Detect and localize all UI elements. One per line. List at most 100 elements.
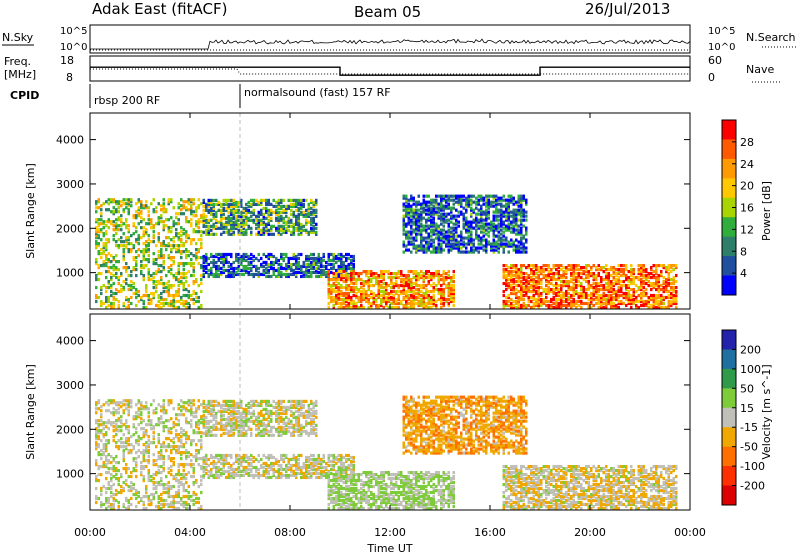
colorbar-swatch: [722, 159, 736, 179]
power-cell: [403, 274, 406, 277]
power-cell: [613, 288, 616, 291]
power-cell: [113, 264, 116, 267]
power-cell: [430, 229, 433, 232]
power-cell: [578, 268, 581, 271]
velocity-cell: [170, 501, 173, 504]
power-cell: [580, 272, 583, 275]
power-cell: [428, 290, 431, 293]
power-cell: [368, 270, 371, 273]
power-cell: [285, 205, 288, 208]
power-cell: [130, 284, 133, 287]
velocity-cell: [143, 501, 146, 504]
power-cell: [310, 253, 313, 256]
power-cell: [580, 300, 583, 303]
power-cell: [195, 252, 198, 255]
power-cell: [228, 269, 231, 272]
power-cell: [610, 280, 613, 283]
power-cell: [398, 302, 401, 305]
power-cell: [518, 195, 521, 198]
power-cell: [335, 294, 338, 297]
velocity-cell: [143, 465, 146, 468]
power-cell: [553, 296, 556, 299]
power-cell: [498, 197, 501, 200]
power-cell: [220, 203, 223, 206]
power-cell: [413, 242, 416, 245]
power-cell: [333, 272, 336, 275]
velocity-cell: [100, 473, 103, 476]
power-cell: [338, 257, 341, 260]
power-cell: [508, 195, 511, 198]
power-cell: [673, 264, 676, 267]
power-cell: [305, 229, 308, 232]
power-cell: [188, 254, 191, 257]
power-cell: [415, 244, 418, 247]
velocity-cell: [113, 483, 116, 486]
velocity-cell: [125, 479, 128, 482]
power-cell: [478, 209, 481, 212]
velocity-cell: [108, 471, 111, 474]
power-cell: [148, 214, 151, 217]
power-cell: [223, 217, 226, 220]
power-cell: [340, 284, 343, 287]
velocity-cell: [155, 445, 158, 448]
velocity-cell: [135, 505, 138, 508]
power-cell: [275, 269, 278, 272]
velocity-cell: [108, 505, 111, 508]
power-cell: [660, 294, 663, 297]
velocity-cell: [160, 443, 163, 446]
power-cell: [168, 254, 171, 257]
power-cell: [100, 264, 103, 267]
power-cell: [598, 294, 601, 297]
power-cell: [518, 284, 521, 287]
power-cell: [338, 302, 341, 305]
velocity-cell: [113, 421, 116, 424]
power-cell: [310, 217, 313, 220]
velocity-cell: [123, 409, 126, 412]
power-cell: [280, 225, 283, 228]
power-cell: [103, 260, 106, 263]
power-cell: [288, 265, 291, 268]
velocity-cell: [110, 495, 113, 498]
power-cell: [180, 198, 183, 201]
power-cell: [115, 276, 118, 279]
power-cell: [165, 218, 168, 221]
power-cell: [238, 229, 241, 232]
power-cell: [603, 270, 606, 273]
power-cell: [348, 263, 351, 266]
velocity-cell: [168, 427, 171, 430]
nsky-tick-top-right: 10^5: [708, 26, 735, 37]
power-cell: [198, 218, 201, 221]
power-cell: [393, 290, 396, 293]
power-cell: [408, 231, 411, 234]
power-cell: [345, 272, 348, 275]
velocity-cell: [123, 503, 126, 506]
power-cell: [533, 278, 536, 281]
power-cell: [113, 228, 116, 231]
power-cell: [528, 296, 531, 299]
power-cell: [260, 257, 263, 260]
power-cell: [420, 298, 423, 301]
power-cell: [655, 264, 658, 267]
velocity-cell: [145, 423, 148, 426]
power-cell: [428, 201, 431, 204]
power-cell: [558, 270, 561, 273]
power-cell: [328, 270, 331, 273]
power-cell: [270, 209, 273, 212]
power-cell: [345, 257, 348, 260]
power-cell: [423, 272, 426, 275]
power-cell: [115, 232, 118, 235]
power-cell: [425, 284, 428, 287]
power-cell: [480, 205, 483, 208]
power-cell: [273, 233, 276, 236]
power-cell: [108, 202, 111, 205]
power-cell: [425, 270, 428, 273]
velocity-cell: [145, 405, 148, 408]
power-cell: [458, 195, 461, 198]
power-cell: [315, 231, 318, 234]
power-cell: [180, 256, 183, 259]
velocity-cell: [135, 431, 138, 434]
power-cell: [343, 298, 346, 301]
power-cell: [568, 296, 571, 299]
velocity-cell: [103, 433, 106, 436]
velocity-cell: [153, 477, 156, 480]
